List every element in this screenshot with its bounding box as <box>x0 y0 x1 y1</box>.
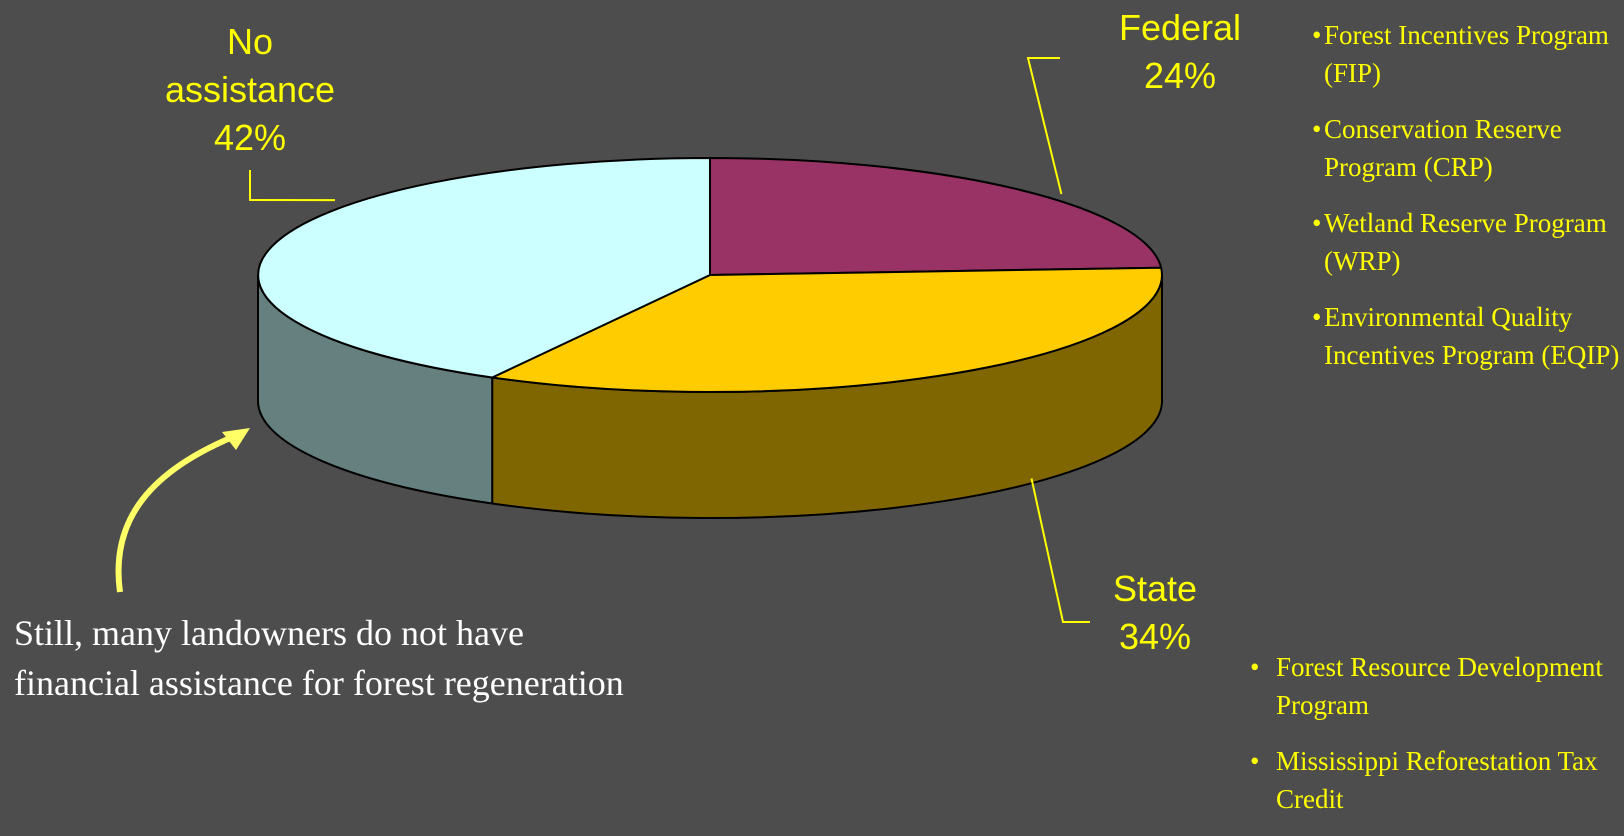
leader-line-no-assistance <box>249 170 336 202</box>
label-federal: Federal 24% <box>1090 4 1270 100</box>
list-item: Mississippi Reforestation Tax Credit <box>1250 742 1624 818</box>
label-state: State 34% <box>1090 565 1220 661</box>
label-no-assistance: No assistance 42% <box>150 18 350 162</box>
state-label-name: State <box>1112 568 1198 609</box>
list-item: Forest Resource Development Program <box>1250 648 1624 724</box>
leader-line-state <box>1030 478 1090 623</box>
no-assistance-label-line2: assistance <box>164 69 336 110</box>
no-assistance-label-value: 42% <box>213 117 287 158</box>
state-label-value: 34% <box>1118 616 1192 657</box>
leader-line-federal <box>1026 57 1063 195</box>
federal-label-name: Federal <box>1118 7 1242 48</box>
pie-chart <box>115 57 1163 623</box>
assistance-note: Still, many landowners do not have finan… <box>14 613 624 703</box>
federal-programs-list: Forest Incentives Program (FIP) Conserva… <box>1306 16 1624 392</box>
list-item: Wetland Reserve Program (WRP) <box>1306 204 1624 280</box>
state-programs-list: Forest Resource Development Program Miss… <box>1250 648 1624 836</box>
callout-arrowhead <box>222 428 250 450</box>
list-item: Forest Incentives Program (FIP) <box>1306 16 1624 92</box>
callout-arrow <box>115 431 242 593</box>
pie-slice-federal <box>709 157 1163 276</box>
list-item: Environmental Quality Incentives Program… <box>1306 298 1624 374</box>
pie-slice-no-assistance <box>257 157 711 379</box>
no-assistance-label-line1: No <box>226 21 274 62</box>
federal-label-value: 24% <box>1143 55 1217 96</box>
list-item: Conservation Reserve Program (CRP) <box>1306 110 1624 186</box>
